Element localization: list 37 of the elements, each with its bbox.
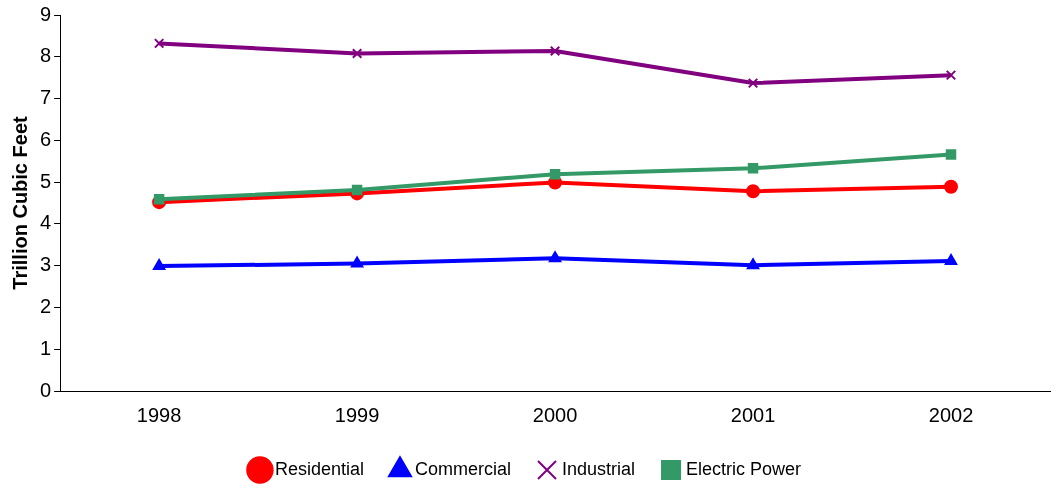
point xyxy=(153,194,165,205)
point xyxy=(549,45,561,57)
point xyxy=(746,184,761,199)
point xyxy=(944,179,959,194)
point xyxy=(152,259,166,271)
point xyxy=(351,184,363,196)
point xyxy=(945,69,957,81)
x-tick-label: 1998 xyxy=(136,403,182,426)
y-tick-label: 1 xyxy=(40,336,52,359)
point xyxy=(549,168,561,180)
x-tick-label: 1999 xyxy=(334,403,380,426)
x-tick-label: 2001 xyxy=(730,403,776,426)
y-axis-title: Trillion Cubic Feet xyxy=(8,115,31,290)
x-tick-label: 2002 xyxy=(928,403,974,426)
y-tick-label: 4 xyxy=(40,211,52,234)
point xyxy=(548,251,562,263)
point xyxy=(747,163,759,174)
legend-label: Commercial xyxy=(414,458,511,479)
point xyxy=(747,77,759,89)
legend-label: Electric Power xyxy=(686,458,802,479)
x-tick-label: 2000 xyxy=(532,403,578,426)
y-tick-label: 3 xyxy=(40,253,52,276)
legend-label: Residential xyxy=(274,458,364,479)
y-tick-label: 8 xyxy=(40,44,52,67)
y-tick-label: 2 xyxy=(40,294,52,317)
y-tick-label: 5 xyxy=(40,169,52,192)
y-tick-label: 9 xyxy=(40,2,52,25)
point xyxy=(944,254,958,266)
point xyxy=(746,258,760,270)
legend-label: Industrial xyxy=(562,458,636,479)
y-tick-label: 0 xyxy=(40,378,52,401)
point xyxy=(153,38,165,49)
point xyxy=(945,149,957,160)
point xyxy=(351,48,363,59)
y-tick-label: 7 xyxy=(40,86,52,109)
y-tick-label: 6 xyxy=(40,127,52,150)
point xyxy=(350,256,364,268)
